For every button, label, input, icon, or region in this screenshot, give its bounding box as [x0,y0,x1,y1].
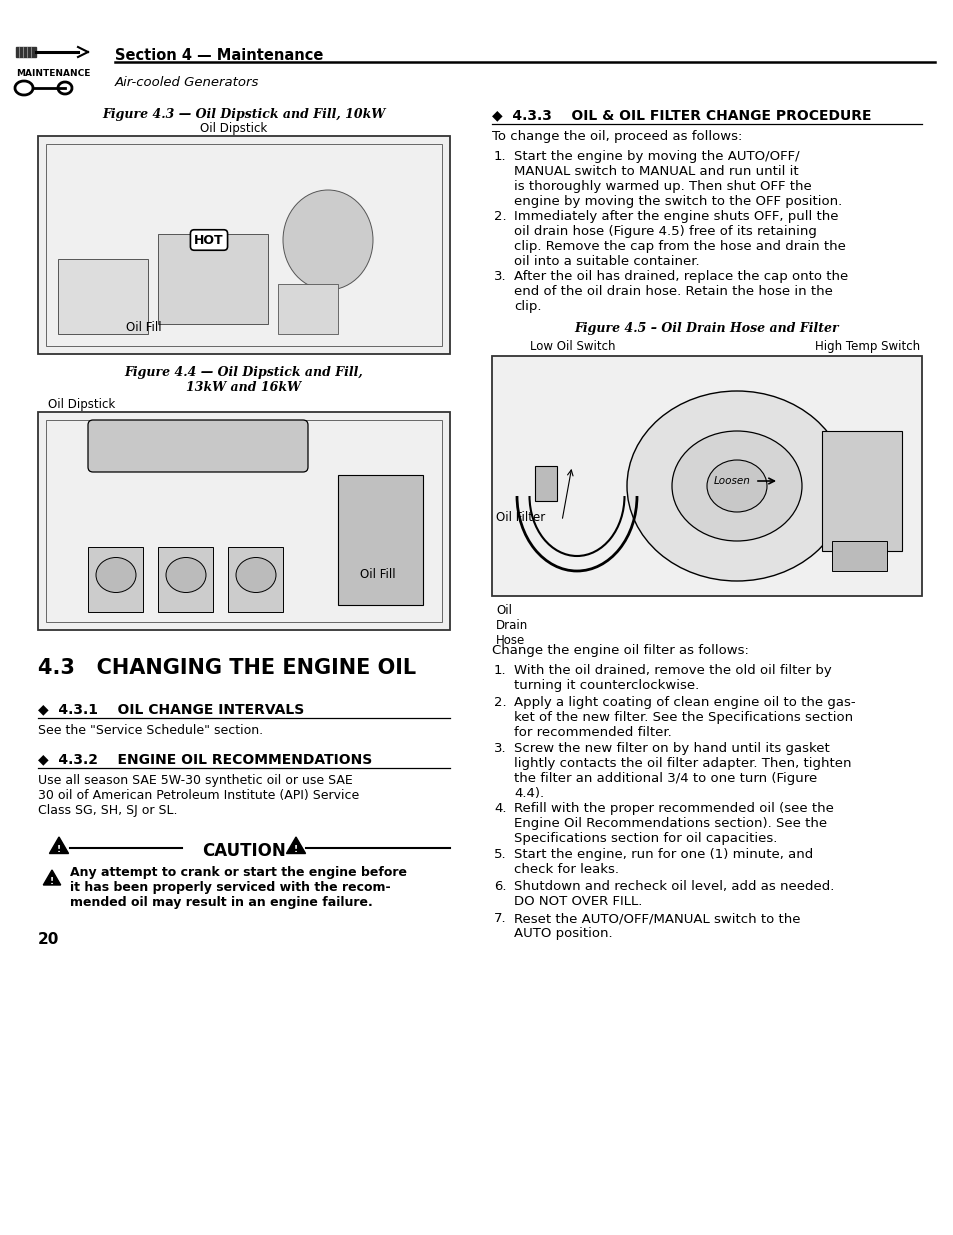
Text: Oil Fill: Oil Fill [359,568,395,580]
Bar [535,466,557,501]
Text: HOT: HOT [194,233,224,247]
Text: 4.3   CHANGING THE ENGINE OIL: 4.3 CHANGING THE ENGINE OIL [38,658,416,678]
Text: Section 4 — Maintenance: Section 4 — Maintenance [115,48,323,63]
Bar [831,541,886,571]
Bar [46,420,441,622]
Text: !: ! [294,845,297,855]
Text: After the oil has drained, replace the cap onto the
end of the oil drain hose. R: After the oil has drained, replace the c… [514,270,847,312]
Text: High Temp Switch: High Temp Switch [814,340,919,353]
Bar [38,136,450,354]
Text: !: ! [50,877,54,885]
Ellipse shape [283,190,373,290]
Text: Start the engine by moving the AUTO/OFF/
MANUAL switch to MANUAL and run until i: Start the engine by moving the AUTO/OFF/… [514,149,841,207]
Text: 3.: 3. [494,742,506,755]
Bar [821,431,901,551]
Text: 2.: 2. [494,697,506,709]
Ellipse shape [96,557,136,593]
Polygon shape [50,837,69,853]
Text: ◆  4.3.3    OIL & OIL FILTER CHANGE PROCEDURE: ◆ 4.3.3 OIL & OIL FILTER CHANGE PROCEDUR… [492,107,871,122]
Text: Start the engine, run for one (1) minute, and
check for leaks.: Start the engine, run for one (1) minute… [514,848,812,876]
Text: Reset the AUTO/OFF/MANUAL switch to the
AUTO position.: Reset the AUTO/OFF/MANUAL switch to the … [514,911,800,940]
Text: 5.: 5. [494,848,506,861]
Text: 1.: 1. [494,664,506,677]
Text: Oil Filter: Oil Filter [496,511,545,524]
Text: 7.: 7. [494,911,506,925]
Text: Figure 4.4 — Oil Dipstick and Fill,
13kW and 16kW: Figure 4.4 — Oil Dipstick and Fill, 13kW… [125,366,363,394]
Text: 4.: 4. [494,802,506,815]
FancyBboxPatch shape [88,420,308,472]
Text: Refill with the proper recommended oil (see the
Engine Oil Recommendations secti: Refill with the proper recommended oil (… [514,802,833,845]
Text: Shutdown and recheck oil level, add as needed.
DO NOT OVER FILL.: Shutdown and recheck oil level, add as n… [514,881,834,908]
Text: Screw the new filter on by hand until its gasket
lightly contacts the oil filter: Screw the new filter on by hand until it… [514,742,851,800]
Bar [337,475,422,605]
Bar [46,144,441,346]
Text: Any attempt to crank or start the engine before
it has been properly serviced wi: Any attempt to crank or start the engine… [70,866,407,909]
Text: Figure 4.3 — Oil Dipstick and Fill, 10kW: Figure 4.3 — Oil Dipstick and Fill, 10kW [102,107,385,121]
Text: Low Oil Switch: Low Oil Switch [530,340,615,353]
Text: ◆  4.3.2    ENGINE OIL RECOMMENDATIONS: ◆ 4.3.2 ENGINE OIL RECOMMENDATIONS [38,752,372,766]
Bar [38,412,450,630]
Text: Air-cooled Generators: Air-cooled Generators [115,77,259,89]
Ellipse shape [166,557,206,593]
Bar [158,233,268,324]
Text: Loosen: Loosen [713,475,750,487]
Text: ◆  4.3.1    OIL CHANGE INTERVALS: ◆ 4.3.1 OIL CHANGE INTERVALS [38,701,304,716]
Text: Oil Dipstick: Oil Dipstick [48,398,115,411]
Ellipse shape [626,391,846,580]
Text: 6.: 6. [494,881,506,893]
Text: Figure 4.5 – Oil Drain Hose and Filter: Figure 4.5 – Oil Drain Hose and Filter [574,322,839,335]
Text: !: ! [57,845,61,855]
Text: Change the engine oil filter as follows:: Change the engine oil filter as follows: [492,643,748,657]
Ellipse shape [706,459,766,513]
Bar [277,284,337,333]
Bar [158,547,213,613]
Text: 2.: 2. [494,210,506,224]
Text: Use all season SAE 5W-30 synthetic oil or use SAE
30 oil of American Petroleum I: Use all season SAE 5W-30 synthetic oil o… [38,774,359,818]
Text: Oil
Drain
Hose: Oil Drain Hose [496,604,528,647]
Text: 3.: 3. [494,270,506,283]
Text: CAUTION: CAUTION [202,842,286,860]
Bar [88,547,143,613]
Ellipse shape [671,431,801,541]
Text: 20: 20 [38,932,59,947]
Polygon shape [43,869,61,885]
Text: Oil Fill: Oil Fill [126,321,161,333]
Bar [16,47,36,57]
Text: To change the oil, proceed as follows:: To change the oil, proceed as follows: [492,130,741,143]
Text: With the oil drained, remove the old oil filter by
turning it counterclockwise.: With the oil drained, remove the old oil… [514,664,831,692]
Text: Apply a light coating of clean engine oil to the gas-
ket of the new filter. See: Apply a light coating of clean engine oi… [514,697,855,739]
Bar [492,356,921,597]
Polygon shape [286,837,305,853]
Text: Immediately after the engine shuts OFF, pull the
oil drain hose (Figure 4.5) fre: Immediately after the engine shuts OFF, … [514,210,845,268]
Text: See the "Service Schedule" section.: See the "Service Schedule" section. [38,724,263,737]
Text: MAINTENANCE: MAINTENANCE [16,69,91,78]
Text: Oil Dipstick: Oil Dipstick [200,122,268,135]
Bar [228,547,283,613]
Bar [58,259,148,333]
Text: 1.: 1. [494,149,506,163]
Ellipse shape [235,557,275,593]
